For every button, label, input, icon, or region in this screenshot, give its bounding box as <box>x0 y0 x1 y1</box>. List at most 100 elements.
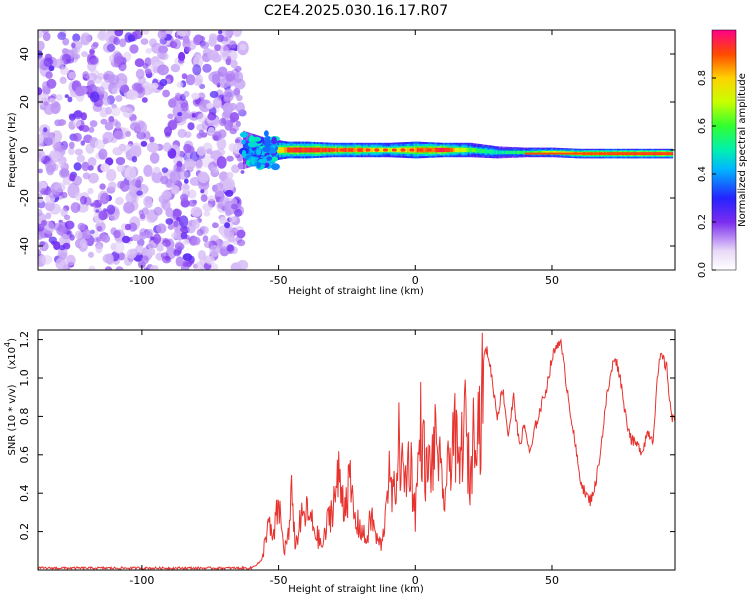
noise-blob <box>139 228 147 237</box>
noise-blob <box>236 94 243 102</box>
band-cell <box>285 147 288 153</box>
band-cell <box>472 148 475 153</box>
noise-blob <box>53 241 61 251</box>
noise-blob <box>195 159 203 170</box>
band-core <box>524 152 673 155</box>
noise-blob <box>212 97 222 109</box>
noise-blob <box>89 48 96 55</box>
noise-blob <box>88 172 99 184</box>
band-cell <box>425 147 427 153</box>
noise-blob <box>140 38 149 45</box>
noise-blob <box>122 107 134 118</box>
noise-blob <box>195 74 204 85</box>
band-cell <box>310 147 313 153</box>
noise-blob <box>60 261 69 270</box>
noise-blob <box>178 58 185 64</box>
noise-blob <box>59 119 67 126</box>
band-cell <box>544 151 547 154</box>
noise-blob <box>129 44 139 54</box>
noise-blob <box>191 219 200 230</box>
band-peak <box>339 148 345 152</box>
band-cell <box>485 149 488 154</box>
band-cell <box>433 147 436 153</box>
band-blob <box>271 136 277 145</box>
bottom-y-ticks: 0.2 0.4 0.6 0.8 1.0 1.2 <box>18 331 675 540</box>
noise-blob <box>185 46 192 53</box>
band-cell <box>439 147 442 153</box>
noise-blob <box>98 232 107 242</box>
noise-blob <box>151 170 163 184</box>
noise-blob <box>68 173 76 182</box>
noise-blob <box>88 251 94 258</box>
band-cell <box>469 147 472 153</box>
noise-blob <box>89 91 100 103</box>
band-cell <box>461 147 464 153</box>
noise-blob <box>96 31 106 40</box>
noise-blob <box>77 202 89 213</box>
noise-blob <box>216 34 225 43</box>
band-peak <box>418 148 423 152</box>
colorbar-tick-label: 0.2 <box>697 214 708 230</box>
band-cell <box>441 147 444 153</box>
noise-blob <box>216 137 227 150</box>
y-tick-label: 40 <box>18 47 31 61</box>
noise-blob <box>75 230 82 240</box>
band-cell <box>292 147 295 153</box>
noise-blob <box>80 140 86 146</box>
band-cell <box>416 147 419 153</box>
noise-blob <box>81 161 90 172</box>
noise-blob <box>117 252 125 261</box>
noise-blob <box>218 30 223 34</box>
noise-blob <box>146 142 159 153</box>
chart-title: C2E4.2025.030.16.17.R07 <box>264 3 448 19</box>
band-cell <box>517 150 519 154</box>
noise-blob <box>165 207 174 218</box>
band-peak <box>409 148 415 152</box>
noise-blob <box>125 131 132 137</box>
noise-blob <box>97 86 105 95</box>
noise-blob <box>115 157 126 165</box>
noise-blob <box>191 92 200 100</box>
noise-blob <box>80 32 92 46</box>
noise-blob <box>202 203 213 212</box>
band-cell <box>459 147 462 153</box>
colorbar-tick-label: 0.4 <box>697 166 708 182</box>
noise-blob <box>233 88 241 96</box>
band-cell <box>277 147 280 153</box>
noise-blob <box>156 223 167 234</box>
noise-blob <box>43 57 53 68</box>
band-peak <box>374 148 380 152</box>
noise-blob <box>167 113 174 120</box>
band-blob <box>240 131 248 138</box>
noise-blob <box>74 86 85 97</box>
noise-blob <box>125 206 134 213</box>
noise-blob <box>196 146 206 156</box>
noise-blob <box>156 244 164 252</box>
band-cell <box>279 147 281 153</box>
band-cell <box>466 147 468 153</box>
noise-blob <box>188 259 195 265</box>
band-cell <box>521 150 524 154</box>
noise-blob <box>64 214 71 221</box>
noise-blob <box>128 222 138 232</box>
noise-blob <box>102 98 110 106</box>
top-y-ticks: 40 20 0 -20 -40 <box>18 47 675 255</box>
y-tick-label: 0.2 <box>18 523 31 541</box>
noise-blob <box>66 231 72 236</box>
noise-blob <box>55 94 63 101</box>
noise-blob <box>206 148 213 155</box>
band-cell <box>387 147 390 153</box>
noise-blob <box>181 73 188 80</box>
noise-blob <box>132 177 142 188</box>
noise-blob <box>198 129 205 137</box>
noise-blob <box>95 244 103 254</box>
y-multiplier-suffix: ) <box>7 338 18 342</box>
noise-blob <box>180 231 188 240</box>
band-cell <box>389 147 391 153</box>
noise-blob <box>67 221 73 228</box>
noise-blob <box>141 255 149 265</box>
band-cell <box>464 147 467 153</box>
band-cell <box>300 147 303 153</box>
noise-blob <box>143 195 153 208</box>
noise-blob <box>110 106 121 117</box>
